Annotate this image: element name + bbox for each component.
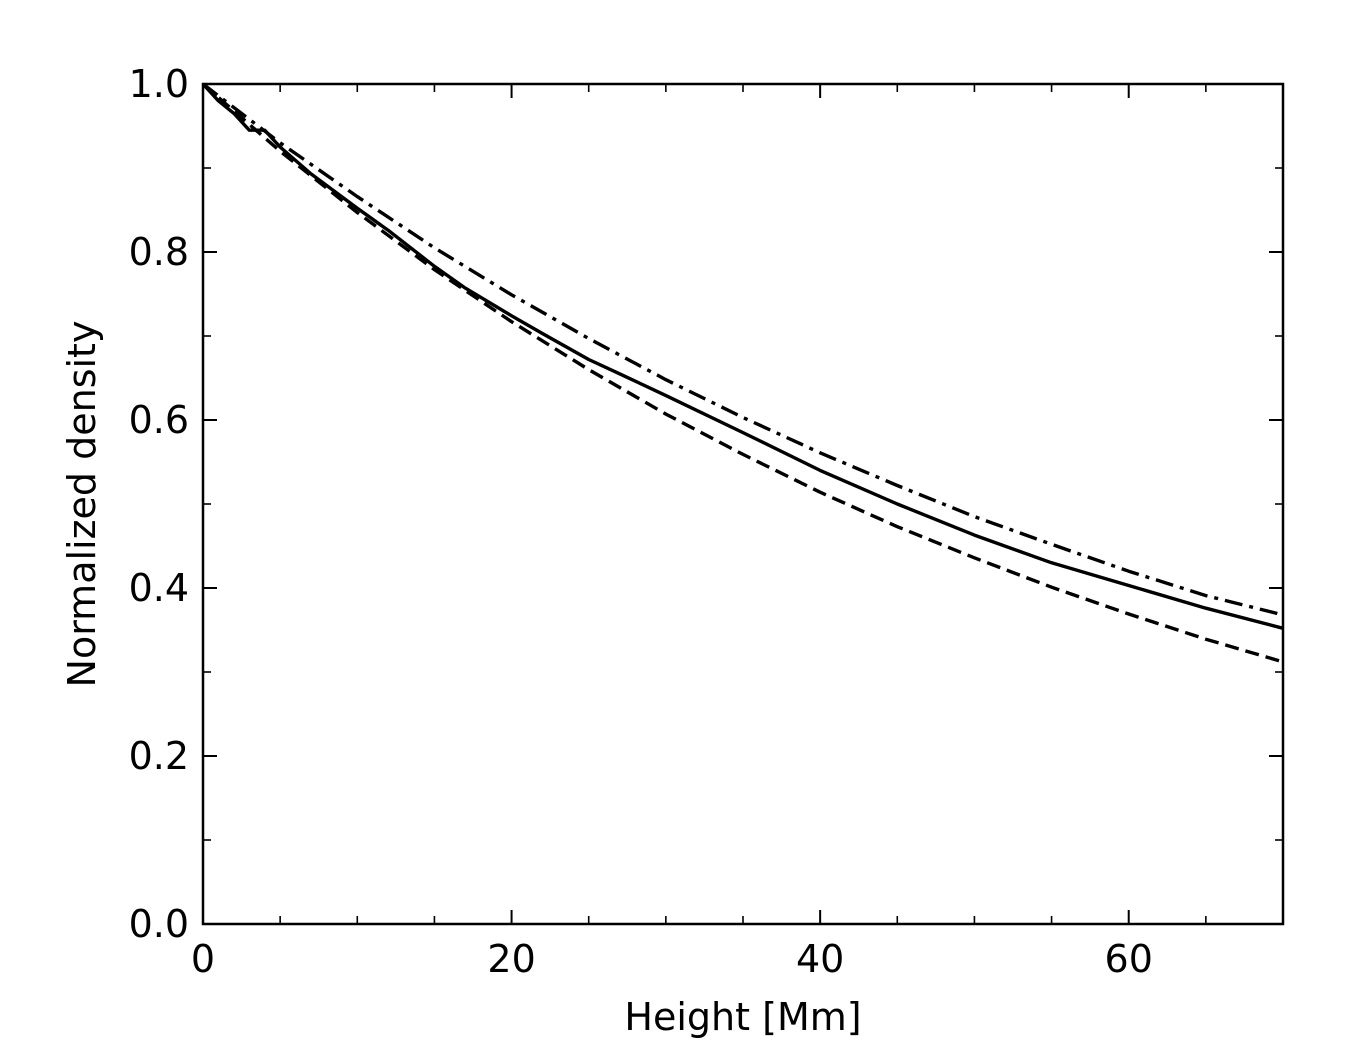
plot-lines (201, 82, 1284, 664)
series-line-solid (201, 82, 1284, 630)
axis-ticks (202, 83, 1283, 925)
plot-frame (201, 82, 1285, 926)
y-tick-label: 0.6 (129, 398, 189, 442)
series-line-dashed (201, 82, 1284, 664)
x-tick-label: 40 (796, 937, 844, 981)
tick-labels: 0 20 40 60 0.0 0.2 0.4 0.6 0.8 1.0 (129, 62, 1153, 981)
x-tick-label: 20 (487, 937, 535, 981)
y-tick-label: 0.8 (129, 230, 189, 274)
y-tick-label: 0.4 (129, 566, 189, 610)
x-tick-label: 60 (1105, 937, 1153, 981)
y-tick-label: 1.0 (129, 62, 189, 106)
x-axis-label: Height [Mm] (624, 995, 861, 1039)
y-tick-label: 0.2 (129, 734, 189, 778)
y-tick-label: 0.0 (129, 902, 189, 946)
x-tick-label: 0 (191, 937, 215, 981)
y-axis-label: Normalized density (60, 321, 104, 688)
series-line-dashdot (201, 82, 1284, 617)
